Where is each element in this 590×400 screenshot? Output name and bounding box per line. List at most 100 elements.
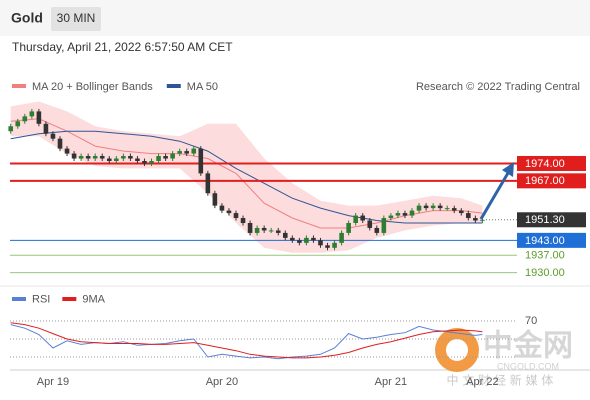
arrow-head [502,162,514,177]
legend-label: RSI [32,293,50,305]
candle-body [268,230,274,232]
candle-body [437,205,443,209]
candle-body [85,156,91,159]
timeframe-button[interactable] [51,7,101,31]
candle-body [135,158,140,161]
level-label: 1930.00 [525,267,565,279]
level-badge [517,173,586,189]
candle-body [205,173,211,194]
candle-body [444,208,450,210]
candle-body [346,223,351,233]
candle-body [254,227,260,233]
candle-body [156,156,161,161]
candle-body [121,156,126,159]
legend-swatch [12,84,26,88]
legend-swatch [62,297,77,301]
candle-body [43,123,49,134]
candle-body [402,213,408,216]
candle-body [395,213,401,216]
candle-body [360,215,366,221]
watermark-logo-inner [446,339,468,361]
legend-label: MA 20 + Bollinger Bands [32,81,153,93]
watermark: 中金网 CNGOLD.COM 中 文 财 经 新 媒 体 [435,328,573,388]
candle-body [177,151,182,154]
candle-body [36,111,42,124]
candle-body [64,148,70,154]
candle-body [233,213,239,219]
level-badge [517,232,586,248]
candle-body [275,230,281,233]
candle-body [170,153,175,159]
candle-body [311,237,316,241]
candle-body [458,210,464,214]
candle-body [318,240,323,246]
candle-body [261,227,267,231]
candle-body [106,158,112,161]
legend-swatch [12,297,26,301]
candle-body [71,153,77,159]
candle-body [374,227,380,233]
candle-body [29,111,35,117]
candle-body [198,148,204,174]
candle-body [480,219,485,221]
candle-body [409,210,415,216]
candle-body [381,218,387,233]
level-label: 1937.00 [525,250,565,262]
candle-body [466,213,471,219]
candle-body [325,245,330,248]
symbol: Gold [11,10,43,26]
candle-body [416,205,422,211]
level-label: 1967.00 [525,175,565,187]
candle-body [163,156,168,159]
candle-body [92,156,98,159]
candle-body [15,121,21,127]
ma-line [10,130,483,224]
candle-body [114,158,119,161]
y-tick-label: 70 [525,315,537,327]
watermark-site: CNGOLD.COM [497,361,559,371]
candle-body [247,223,253,233]
candle-body [149,161,154,164]
forecast-arrow [479,162,514,220]
level-label: 1943.00 [525,235,565,247]
candle-body [240,218,246,223]
candle-body [290,237,295,241]
timestamp: Thursday, April 21, 2022 6:57:50 AM CET [12,40,233,54]
timeframe[interactable]: 30 MIN [57,11,96,25]
ma20-line [10,118,483,229]
arrow-shaft [479,172,510,220]
candle-body [8,126,14,132]
candle-body [297,240,302,243]
level-badge [517,212,586,228]
candle-body [353,215,358,223]
level-label: 1951.30 [525,214,565,226]
candle-body [451,208,457,211]
x-tick-label: Apr 19 [37,376,69,388]
candle-body [219,205,225,211]
legend-label: MA 50 [187,81,218,93]
candle-body [57,138,63,149]
candle-body [22,116,28,122]
candle-body [388,215,394,219]
candle-body [282,232,288,238]
watermark-tagline: 中 文 财 经 新 媒 体 [447,373,554,388]
candle-body [78,156,84,159]
watermark-brand: 中金网 [483,329,573,364]
candle-body [191,148,197,154]
candle-body [226,210,232,214]
rsi-line [10,322,483,359]
candle-body [473,218,478,221]
candle-body [423,205,429,209]
candle-body [128,156,133,159]
x-tick-label: Apr 20 [206,376,238,388]
candle-body [367,220,373,228]
legend-label: 9MA [82,293,105,305]
candle-body [212,193,218,206]
candle-body [339,232,344,243]
candle-body [332,242,337,248]
candle-body [142,161,147,164]
candle-body [99,156,105,159]
x-tick-label: Apr 22 [466,376,498,388]
